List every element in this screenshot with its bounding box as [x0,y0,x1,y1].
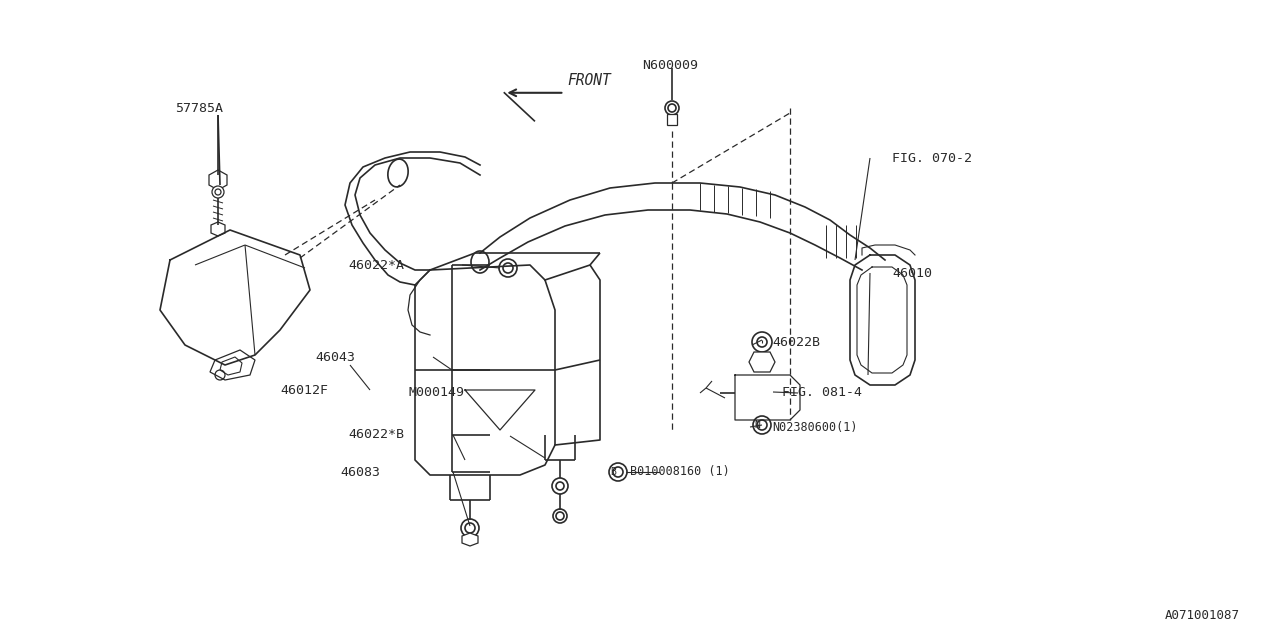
Circle shape [552,478,568,494]
Text: 46012F: 46012F [280,383,328,397]
Polygon shape [749,352,774,372]
Text: 46022*B: 46022*B [348,429,404,442]
Text: 46022B: 46022B [772,335,820,349]
Text: FIG. 081-4: FIG. 081-4 [782,387,861,399]
Text: 46043: 46043 [315,351,355,364]
Polygon shape [209,170,227,190]
Text: B: B [611,467,616,477]
Text: N: N [754,420,760,430]
Polygon shape [667,114,677,125]
Polygon shape [211,222,225,236]
Circle shape [666,101,678,115]
Text: 57785A: 57785A [175,102,223,115]
Text: B010008160 (1): B010008160 (1) [630,465,730,479]
Circle shape [553,509,567,523]
Circle shape [212,186,224,198]
Circle shape [753,332,772,352]
Circle shape [499,259,517,277]
Text: A071001087: A071001087 [1165,609,1240,622]
Text: N600009: N600009 [643,58,698,72]
Text: 46010: 46010 [892,266,932,280]
Text: 46022*A: 46022*A [348,259,404,271]
Text: N02380600(1): N02380600(1) [772,420,858,433]
Text: 46083: 46083 [340,465,380,479]
Text: FRONT: FRONT [567,73,611,88]
Circle shape [461,519,479,537]
Circle shape [753,416,771,434]
Polygon shape [462,533,477,546]
Ellipse shape [388,159,408,187]
Text: FIG. 070-2: FIG. 070-2 [892,152,972,164]
Ellipse shape [471,251,489,273]
Circle shape [609,463,627,481]
Text: M000149: M000149 [408,387,465,399]
